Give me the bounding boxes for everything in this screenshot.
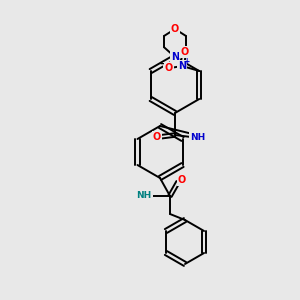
Text: O: O — [164, 63, 172, 73]
Text: NH: NH — [136, 191, 152, 200]
Text: N: N — [171, 52, 179, 62]
Text: O: O — [178, 175, 186, 185]
Text: N: N — [178, 61, 186, 71]
Text: O: O — [153, 132, 161, 142]
Text: +: + — [184, 56, 190, 65]
Text: O: O — [171, 24, 179, 34]
Text: O: O — [180, 47, 188, 57]
Text: -: - — [159, 59, 164, 69]
Text: NH: NH — [190, 133, 206, 142]
